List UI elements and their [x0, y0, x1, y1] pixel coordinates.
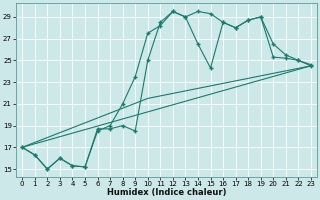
X-axis label: Humidex (Indice chaleur): Humidex (Indice chaleur) — [107, 188, 226, 197]
